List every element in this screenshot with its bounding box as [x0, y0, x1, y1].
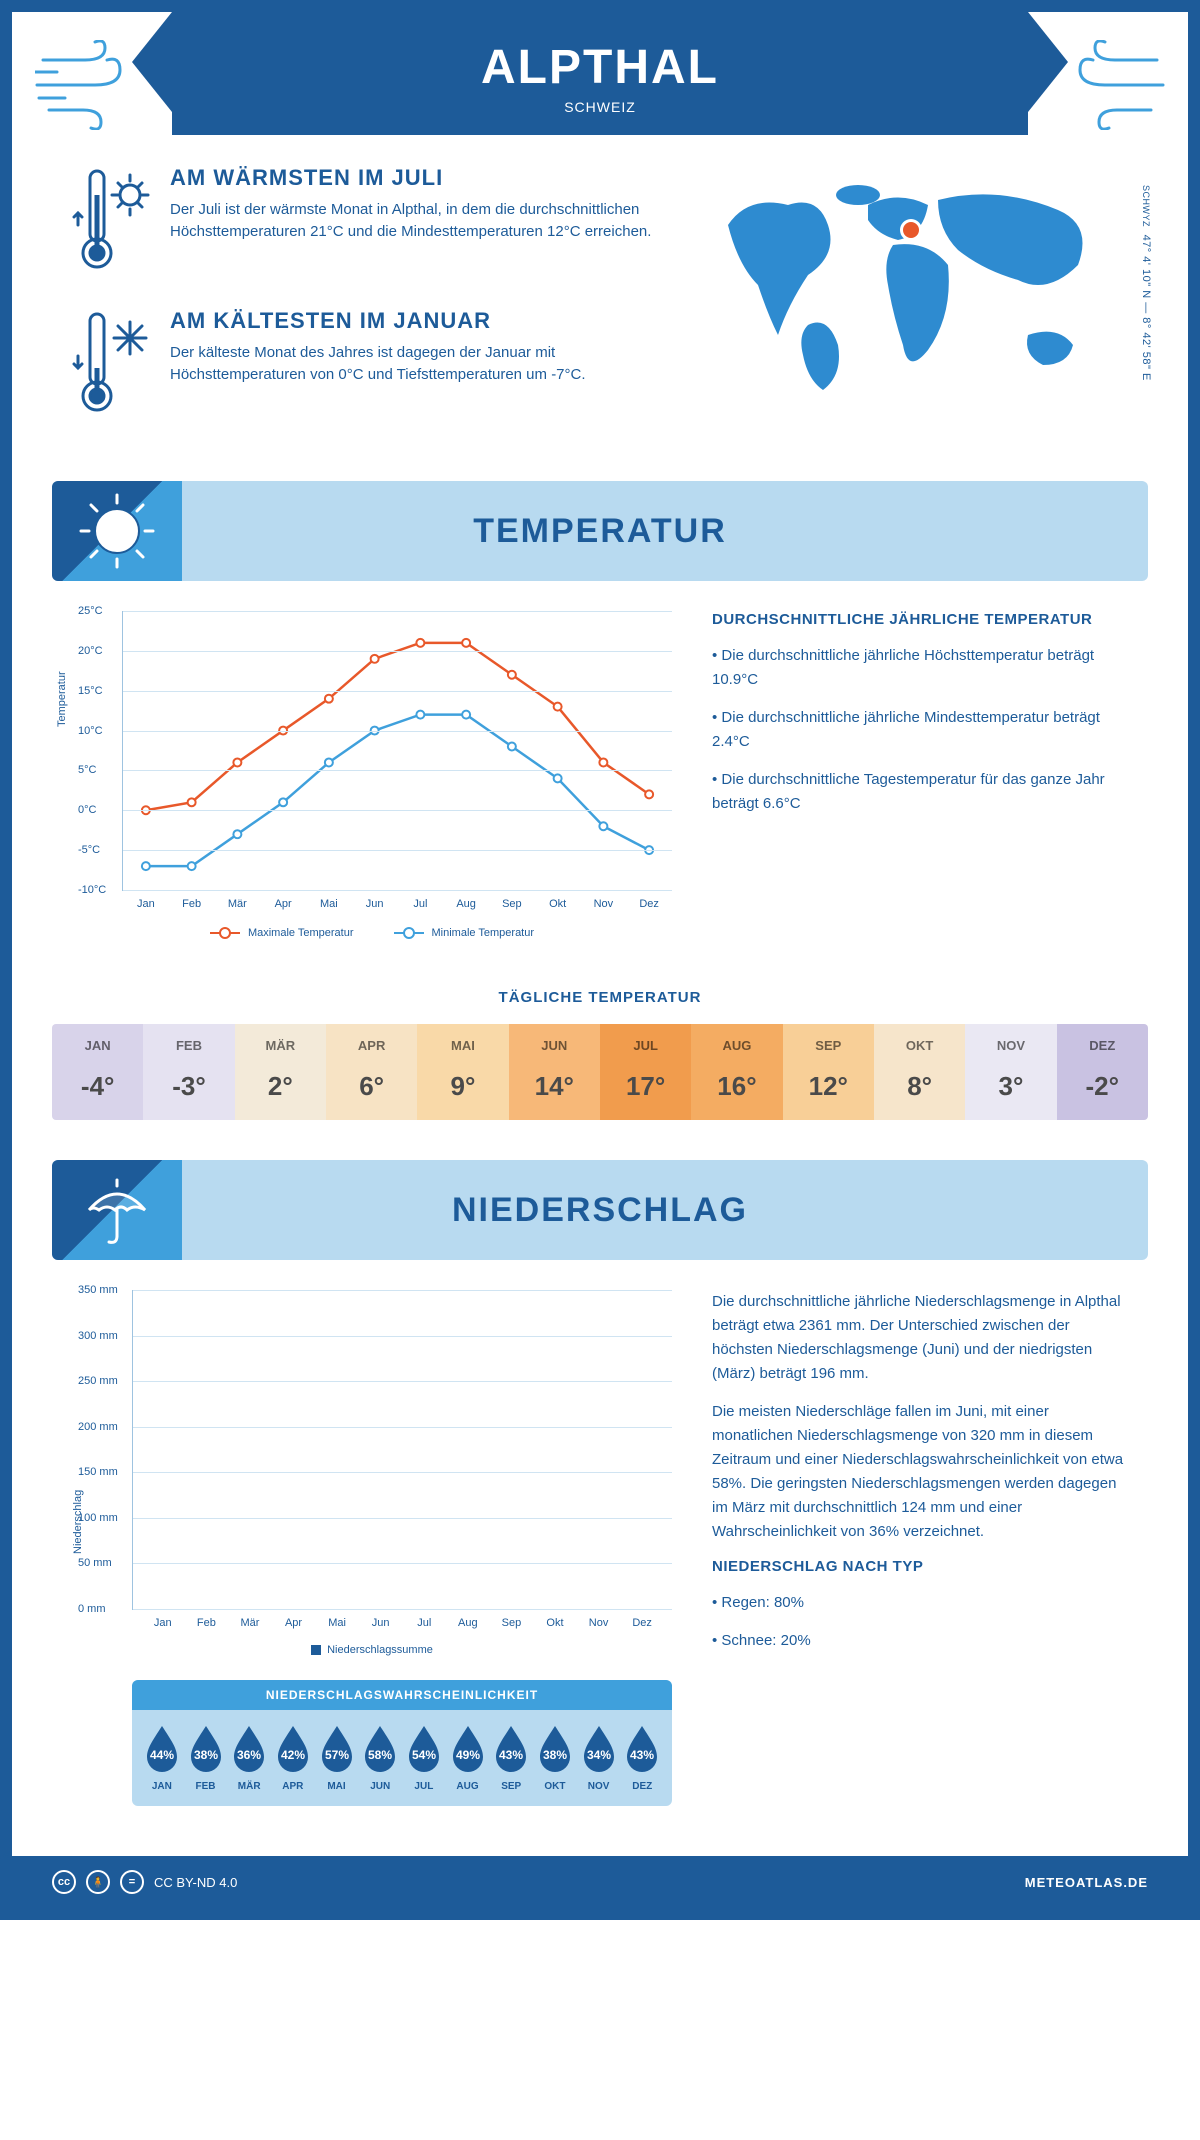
precipitation-summary: Die durchschnittliche jährliche Niedersc… [712, 1290, 1128, 1806]
section-precipitation: NIEDERSCHLAG [52, 1160, 1148, 1260]
probability-drop: 44%JAN [140, 1724, 184, 1792]
temp-chart-legend: Maximale Temperatur Minimale Temperatur [72, 927, 672, 939]
svg-text:34%: 34% [587, 1748, 611, 1762]
svg-text:58%: 58% [368, 1748, 392, 1762]
daily-cell: MÄR2° [235, 1024, 326, 1120]
daily-cell: JUN14° [509, 1024, 600, 1120]
precip-type-heading: NIEDERSCHLAG NACH TYP [712, 1558, 1128, 1575]
location-subtitle: SCHWEIZ [172, 99, 1028, 115]
probability-drop: 58%JUN [358, 1724, 402, 1792]
svg-text:57%: 57% [325, 1748, 349, 1762]
svg-text:44%: 44% [150, 1748, 174, 1762]
section-precipitation-title: NIEDERSCHLAG [182, 1191, 1148, 1230]
warmest-title: AM WÄRMSTEN IM JULI [170, 165, 658, 191]
thermometer-cold-icon [72, 308, 152, 418]
svg-text:36%: 36% [237, 1748, 261, 1762]
daily-cell: OKT8° [874, 1024, 965, 1120]
temp-bullet: • Die durchschnittliche jährliche Höchst… [712, 644, 1128, 692]
wind-icon [35, 40, 145, 130]
header-banner: ALPTHAL SCHWEIZ [172, 12, 1028, 135]
precip-type-item: • Regen: 80% [712, 1591, 1128, 1615]
nd-icon: = [120, 1870, 144, 1894]
coldest-block: AM KÄLTESTEN IM JANUAR Der kälteste Mona… [72, 308, 658, 423]
by-icon: 🧍 [86, 1870, 110, 1894]
warmest-block: AM WÄRMSTEN IM JULI Der Juli ist der wär… [72, 165, 658, 280]
precip-probability-box: NIEDERSCHLAGSWAHRSCHEINLICHKEIT 44%JAN38… [132, 1680, 672, 1806]
svg-text:54%: 54% [412, 1748, 436, 1762]
svg-text:49%: 49% [456, 1748, 480, 1762]
probability-drop: 38%FEB [184, 1724, 228, 1792]
license-text: CC BY-ND 4.0 [154, 1875, 237, 1890]
temp-bullet: • Die durchschnittliche jährliche Mindes… [712, 706, 1128, 754]
footer-brand: METEOATLAS.DE [1025, 1875, 1148, 1890]
probability-drop: 34%NOV [577, 1724, 621, 1792]
sun-icon [77, 491, 157, 571]
daily-cell: FEB-3° [143, 1024, 234, 1120]
wind-icon [1055, 40, 1165, 130]
coldest-text: Der kälteste Monat des Jahres ist dagege… [170, 342, 658, 386]
probability-drop: 43%SEP [489, 1724, 533, 1792]
page: ALPTHAL SCHWEIZ [0, 0, 1200, 1920]
license: cc 🧍 = CC BY-ND 4.0 [52, 1870, 237, 1894]
daily-cell: DEZ-2° [1057, 1024, 1148, 1120]
svg-text:43%: 43% [499, 1748, 523, 1762]
daily-temp-title: TÄGLICHE TEMPERATUR [12, 989, 1188, 1006]
probability-drop: 38%OKT [533, 1724, 577, 1792]
probability-drop: 36%MÄR [227, 1724, 271, 1792]
coldest-title: AM KÄLTESTEN IM JANUAR [170, 308, 658, 334]
world-map: SCHWYZ 47° 4' 10" N — 8° 42' 58" E [698, 165, 1128, 410]
section-temperature-title: TEMPERATUR [182, 512, 1148, 551]
daily-cell: AUG16° [691, 1024, 782, 1120]
svg-text:38%: 38% [193, 1748, 217, 1762]
probability-drop: 54%JUL [402, 1724, 446, 1792]
cc-icon: cc [52, 1870, 76, 1894]
temperature-chart: Temperatur JanFebMärAprMaiJunJulAugSepOk… [72, 611, 672, 939]
info-row: AM WÄRMSTEN IM JULI Der Juli ist der wär… [12, 165, 1188, 481]
daily-temp-table: JAN-4°FEB-3°MÄR2°APR6°MAI9°JUN14°JUL17°A… [52, 1024, 1148, 1120]
probability-drop: 42%APR [271, 1724, 315, 1792]
daily-cell: APR6° [326, 1024, 417, 1120]
daily-cell: NOV3° [965, 1024, 1056, 1120]
precip-type-item: • Schnee: 20% [712, 1629, 1128, 1653]
footer: cc 🧍 = CC BY-ND 4.0 METEOATLAS.DE [12, 1856, 1188, 1908]
precipitation-chart: Niederschlag JanFebMärAprMaiJunJulAugSep… [72, 1290, 672, 1806]
temp-summary-heading: DURCHSCHNITTLICHE JÄHRLICHE TEMPERATUR [712, 611, 1128, 628]
warmest-text: Der Juli ist der wärmste Monat in Alptha… [170, 199, 658, 243]
umbrella-icon [77, 1170, 157, 1250]
probability-drop: 49%AUG [446, 1724, 490, 1792]
coordinates: SCHWYZ 47° 4' 10" N — 8° 42' 58" E [1140, 185, 1152, 381]
section-temperature: TEMPERATUR [52, 481, 1148, 581]
daily-cell: MAI9° [417, 1024, 508, 1120]
probability-drop: 57%MAI [315, 1724, 359, 1792]
precip-paragraph: Die meisten Niederschläge fallen im Juni… [712, 1400, 1128, 1544]
daily-cell: JUL17° [600, 1024, 691, 1120]
daily-cell: JAN-4° [52, 1024, 143, 1120]
precip-paragraph: Die durchschnittliche jährliche Niedersc… [712, 1290, 1128, 1386]
probability-title: NIEDERSCHLAGSWAHRSCHEINLICHKEIT [132, 1680, 672, 1710]
location-title: ALPTHAL [172, 40, 1028, 95]
temp-bullet: • Die durchschnittliche Tagestemperatur … [712, 768, 1128, 816]
svg-text:38%: 38% [543, 1748, 567, 1762]
temp-chart-ylabel: Temperatur [56, 671, 68, 727]
temperature-summary: DURCHSCHNITTLICHE JÄHRLICHE TEMPERATUR •… [712, 611, 1128, 939]
svg-text:43%: 43% [630, 1748, 654, 1762]
svg-text:42%: 42% [281, 1748, 305, 1762]
daily-cell: SEP12° [783, 1024, 874, 1120]
precip-legend: Niederschlagssumme [72, 1644, 672, 1656]
probability-drop: 43%DEZ [620, 1724, 664, 1792]
thermometer-hot-icon [72, 165, 152, 275]
